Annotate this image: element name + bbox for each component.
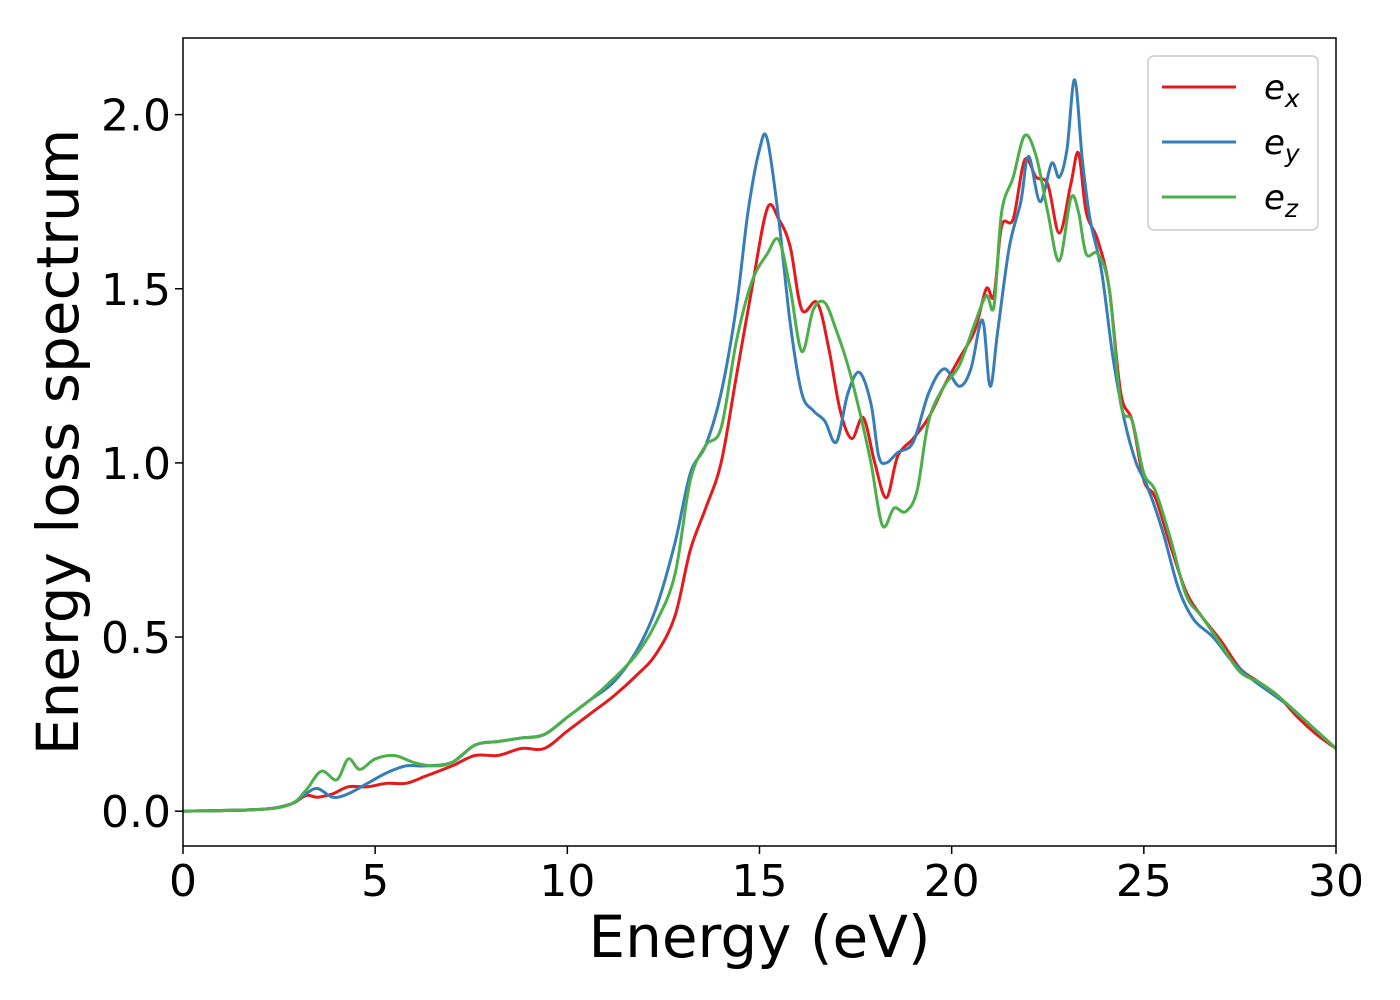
y-tick-label: 1.5 <box>101 265 171 316</box>
x-tick-label: 20 <box>924 856 980 907</box>
x-tick-label: 25 <box>1116 856 1172 907</box>
x-axis-label: Energy (eV) <box>588 903 930 971</box>
y-tick-label: 2.0 <box>101 91 171 142</box>
x-tick-label: 5 <box>361 856 389 907</box>
legend-label-x: ex <box>1264 68 1300 113</box>
plot-area <box>183 78 1336 813</box>
x-tick-label: 10 <box>539 856 595 907</box>
y-tick-label: 1.0 <box>101 439 171 490</box>
x-tick-label: 15 <box>732 856 788 907</box>
series-line-z <box>183 133 1336 813</box>
legend-label-y: ey <box>1264 123 1301 168</box>
x-tick-label: 0 <box>169 856 197 907</box>
y-tick-label: 0.0 <box>101 787 171 838</box>
legend: ex ey ez <box>1147 55 1319 231</box>
legend-label-z: ez <box>1264 178 1299 223</box>
x-tick-label: 30 <box>1308 856 1364 907</box>
y-tick-label: 0.5 <box>101 613 171 664</box>
x-axis-ticks: 0 5 10 15 20 25 30 <box>169 846 1364 907</box>
series-line-x <box>183 150 1336 813</box>
y-axis-ticks: 0.0 0.5 1.0 1.5 2.0 <box>101 91 183 838</box>
y-axis-label: Energy loss spectrum <box>24 129 92 755</box>
